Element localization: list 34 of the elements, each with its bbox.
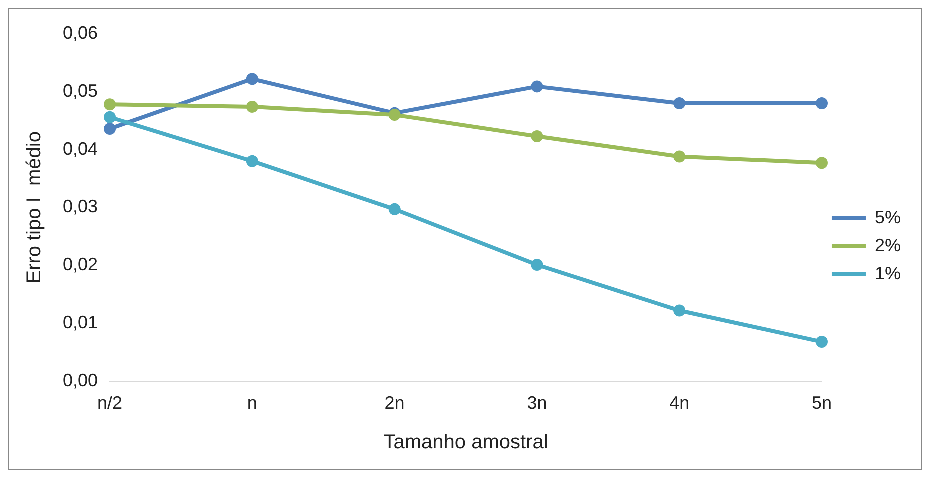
point (104, 111, 116, 124)
y-tick-label: 0,01 (62, 312, 98, 332)
y-tick-label: 0,02 (62, 254, 98, 275)
point (674, 150, 686, 163)
y-tick-label: 0,00 (62, 370, 98, 390)
point (104, 98, 116, 111)
point (674, 97, 686, 110)
point (388, 203, 401, 216)
point (104, 122, 116, 135)
x-tick-label: 5n (812, 393, 832, 414)
x-tick-label: 4n (670, 393, 690, 414)
x-tick-label: 3n (527, 393, 548, 414)
x-tick-label: 2n (384, 393, 405, 414)
point (531, 259, 544, 272)
y-tick-label: 0,05 (62, 80, 98, 101)
legend-label: 1% (874, 263, 901, 284)
x-tick-label: n/2 (98, 393, 123, 414)
point (816, 336, 828, 348)
point (246, 155, 258, 168)
point (246, 100, 258, 113)
x-tick-label: n (247, 393, 258, 414)
legend-label: 5% (874, 207, 901, 228)
point (674, 304, 686, 317)
legend-label: 2% (874, 235, 901, 256)
x-axis-title: Tamanho amostral (384, 432, 548, 454)
y-tick-label: 0,04 (62, 138, 98, 159)
y-tick-label: 0,03 (62, 196, 98, 217)
point (816, 157, 828, 170)
point (531, 80, 544, 93)
y-tick-label: 0,06 (62, 22, 98, 43)
point (816, 97, 828, 110)
y-axis-title: Erro tipo I médio (24, 132, 46, 284)
point (246, 73, 258, 86)
point (531, 130, 544, 142)
